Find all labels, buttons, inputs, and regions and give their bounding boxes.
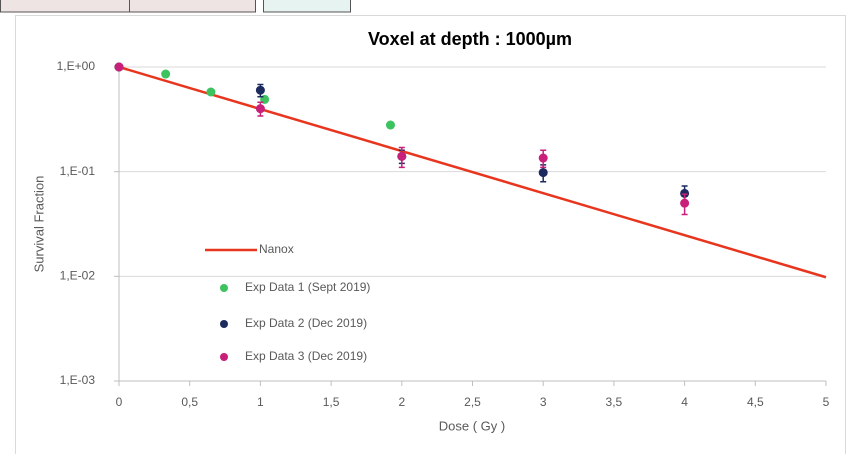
legend-marker [220,284,228,292]
tab[interactable] [0,0,130,13]
x-tick-label: 0 [116,395,123,409]
data-point [206,87,216,97]
x-axis-label: Dose ( Gy ) [439,418,505,433]
tab[interactable] [129,0,256,13]
tab[interactable] [263,0,351,13]
y-tick-label: 1,E+00 [57,59,96,73]
y-tick-label: 1,E-02 [60,269,96,283]
chart-border [15,15,846,459]
legend-label: Exp Data 1 (Sept 2019) [245,280,370,294]
legend-label: Nanox [259,242,294,256]
x-tick-label: 1 [257,395,264,409]
y-tick-label: 1,E-01 [60,164,96,178]
x-tick-label: 2 [398,395,405,409]
x-tick-label: 4,5 [747,395,764,409]
series-line [118,65,827,279]
x-tick-label: 5 [823,395,830,409]
x-tick-label: 3,5 [606,395,623,409]
x-tick-label: 0,5 [181,395,198,409]
data-point [538,168,548,178]
legend-marker [220,320,228,328]
x-tick-label: 1,5 [323,395,340,409]
legend-label: Exp Data 2 (Dec 2019) [245,316,367,330]
legend-label: Exp Data 3 (Dec 2019) [245,349,367,363]
x-tick-label: 4 [681,395,688,409]
chart-title: Voxel at depth : 1000µm [368,29,572,49]
data-point [680,198,690,208]
data-point [114,62,124,72]
data-point [255,104,265,114]
y-axis-label: Survival Fraction [31,176,46,273]
data-point [161,69,171,79]
data-point [255,85,265,95]
data-point [385,120,395,130]
x-tick-label: 3 [540,395,547,409]
x-tick-label: 2,5 [464,395,481,409]
data-point [538,153,548,163]
data-point [397,151,407,161]
y-tick-label: 1,E-03 [60,373,96,387]
legend-marker [220,353,228,361]
